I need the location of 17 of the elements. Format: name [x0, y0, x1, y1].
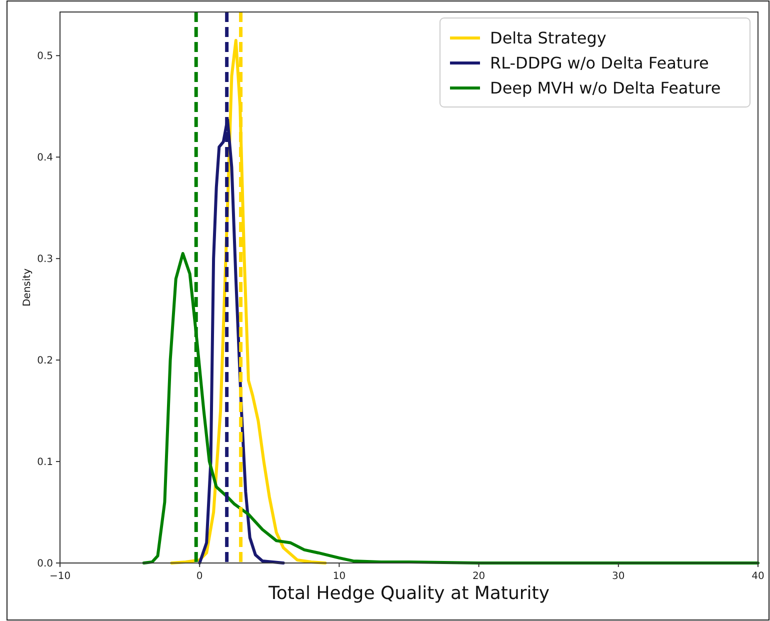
legend-label: Deep MVH w/o Delta Feature	[490, 78, 721, 98]
legend-label: RL-DDPG w/o Delta Feature	[490, 54, 709, 73]
y-tick-label: 0.1	[37, 457, 53, 468]
x-tick-label: 40	[752, 571, 764, 582]
y-tick-label: 0.5	[37, 51, 53, 62]
y-tick-label: 0.4	[37, 152, 53, 164]
x-tick-label: 20	[472, 571, 486, 582]
y-tick-label: 0.0	[37, 558, 53, 570]
x-tick-label: 10	[332, 571, 346, 582]
x-axis-title: Total Hedge Quality at Maturity	[267, 583, 550, 604]
x-tick-label: −10	[49, 571, 71, 582]
y-tick-label: 0.3	[37, 254, 53, 266]
y-tick-label: 0.2	[37, 356, 53, 367]
x-tick-label: 0	[196, 571, 203, 582]
x-tick-label: 30	[612, 571, 625, 582]
y-axis-title: Density	[22, 268, 33, 307]
legend-label: Delta Strategy	[490, 28, 606, 48]
